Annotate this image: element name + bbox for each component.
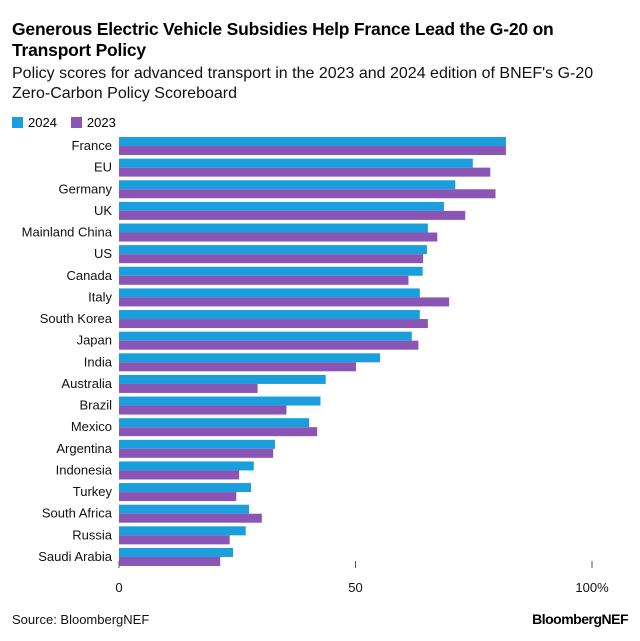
- legend-label: 2023: [86, 115, 116, 130]
- x-tick-label: 100%: [575, 580, 609, 595]
- category-label: France: [72, 138, 112, 153]
- x-tick-label: 0: [115, 580, 122, 595]
- legend-swatch: [70, 117, 82, 128]
- bar-2023: [119, 470, 240, 480]
- bar-2024: [119, 374, 326, 384]
- bloombergnef-logo: BloombergNEF: [532, 611, 628, 627]
- bar-2023: [119, 362, 356, 372]
- bar-2024: [119, 223, 428, 233]
- bar-2023: [119, 340, 419, 350]
- bar-2023: [119, 275, 409, 285]
- bar-2024: [119, 266, 423, 276]
- bar-2024: [119, 158, 473, 168]
- bar-2024: [119, 310, 420, 320]
- bar-2024: [119, 331, 412, 341]
- chart-title: Generous Electric Vehicle Subsidies Help…: [12, 19, 554, 60]
- category-label: India: [84, 354, 113, 369]
- bar-2023: [119, 405, 287, 415]
- bar-2024: [119, 526, 246, 536]
- bar-2023: [119, 448, 274, 458]
- bar-2023: [119, 297, 450, 307]
- bar-2023: [119, 232, 438, 242]
- category-label: South Africa: [42, 506, 113, 521]
- bar-2024: [119, 353, 381, 363]
- legend-swatch: [12, 117, 23, 128]
- bar-2024: [119, 461, 254, 471]
- bar-2024: [119, 396, 321, 406]
- category-label: Italy: [88, 289, 112, 304]
- category-label: Japan: [77, 333, 112, 348]
- bar-2023: [119, 427, 318, 437]
- category-label: UK: [94, 203, 112, 218]
- category-label: Mexico: [71, 419, 112, 434]
- bar-2024: [119, 288, 420, 298]
- category-label: Indonesia: [56, 462, 113, 477]
- category-label: Australia: [61, 376, 112, 391]
- category-label: South Korea: [40, 311, 113, 326]
- bar-2023: [119, 167, 491, 177]
- bar-2024: [119, 201, 444, 211]
- legend-label: 2024: [28, 115, 57, 130]
- bar-2024: [119, 245, 427, 255]
- bar-2024: [119, 439, 276, 449]
- bar-2024: [119, 504, 250, 514]
- category-label: EU: [94, 160, 112, 175]
- category-label: Germany: [59, 181, 113, 196]
- chart-subtitle: Policy scores for advanced transport in …: [12, 65, 594, 102]
- category-label: Saudi Arabia: [38, 549, 112, 564]
- bar-2023: [119, 319, 428, 329]
- bar-2023: [119, 254, 424, 264]
- bar-2023: [119, 146, 506, 155]
- bar-2024: [119, 137, 506, 146]
- bar-2023: [119, 210, 466, 220]
- bar-2023: [119, 189, 496, 199]
- category-label: Mainland China: [22, 225, 113, 240]
- category-label: Canada: [66, 268, 112, 283]
- bar-2023: [119, 556, 221, 566]
- bar-2023: [119, 492, 237, 502]
- source-note: Source: BloombergNEF: [12, 612, 150, 627]
- bar-2024: [119, 180, 456, 190]
- bar-2024: [119, 418, 310, 428]
- category-label: US: [94, 246, 112, 261]
- category-label: Argentina: [56, 441, 112, 456]
- bar-2023: [119, 535, 230, 545]
- legend: 2024 2023: [12, 115, 116, 130]
- bar-2024: [119, 483, 251, 493]
- bar-2023: [119, 513, 262, 523]
- x-tick-label: 50: [348, 580, 362, 595]
- legend-item-2023: 2023: [70, 115, 116, 130]
- bar-2024: [119, 547, 233, 557]
- legend-item-2024: 2024: [12, 115, 57, 130]
- bar-2023: [119, 383, 258, 393]
- category-label: Russia: [72, 527, 113, 542]
- category-label: Brazil: [79, 398, 112, 413]
- category-label: Turkey: [73, 484, 113, 499]
